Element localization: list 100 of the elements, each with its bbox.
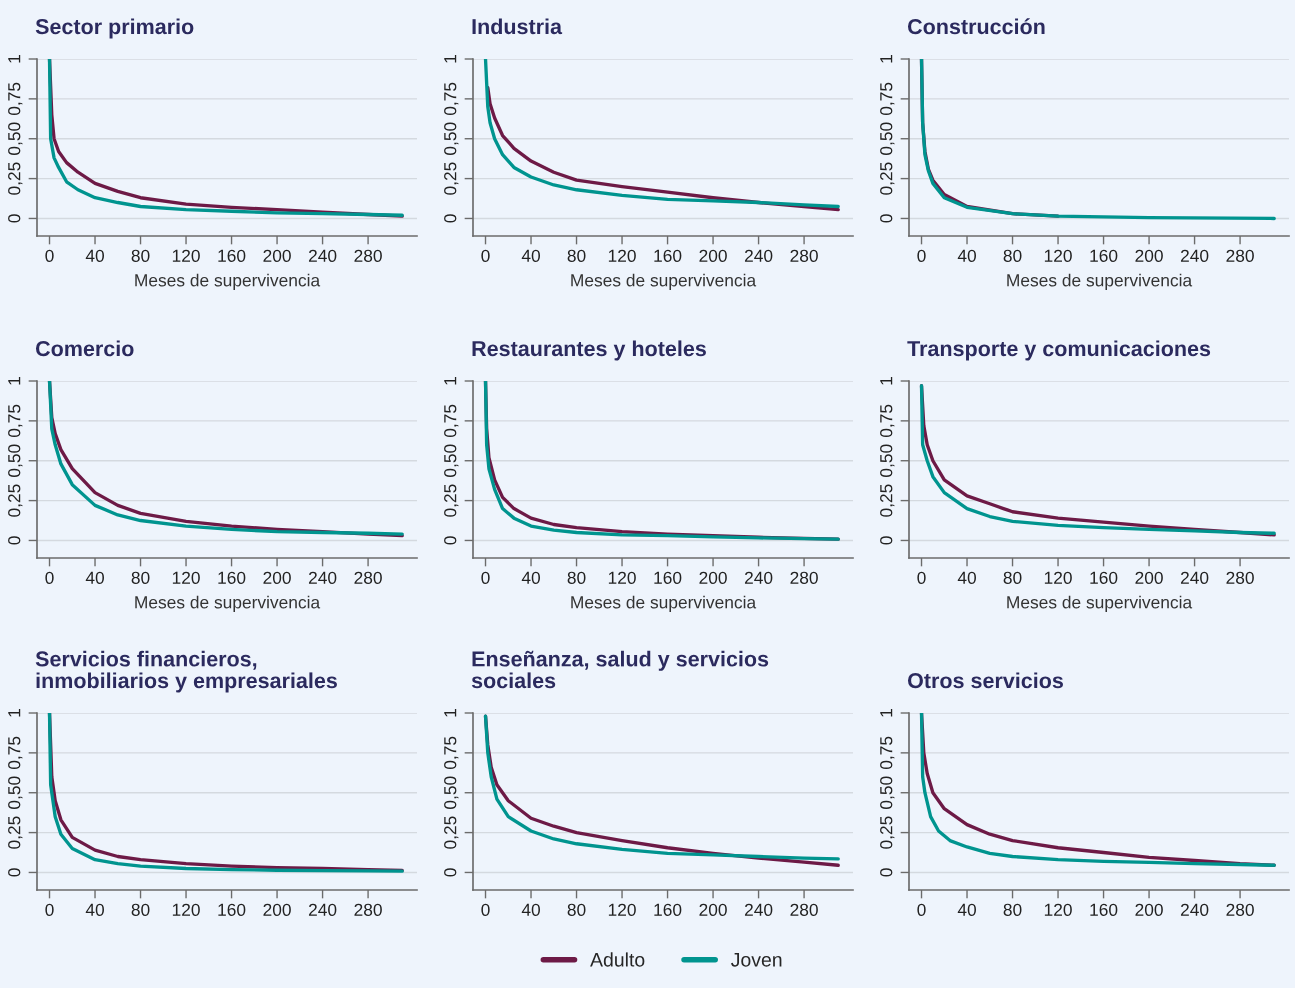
y-tick-label: 0,25 [880,484,895,517]
x-tick-label: 280 [354,571,382,584]
x-tick-label: 40 [521,903,540,916]
x-tick-label: 160 [654,249,682,262]
chart-title: Sector primario [35,18,194,39]
y-tick-label: 1 [8,709,21,717]
y-tick-label: 1 [444,55,457,63]
chart-title: Enseñanza, salud y servicios sociales [471,650,769,689]
x-tick-label: 120 [172,903,200,916]
y-tick-label: 0,75 [880,404,895,438]
x-axis-title: Meses de supervivencia [135,273,321,290]
x-tick-label: 120 [608,571,636,584]
y-tick-label: 0,75 [880,82,895,116]
y-tick-label: 1 [880,709,893,717]
y-tick-label: 0,75 [444,82,459,116]
x-tick-label: 0 [917,571,926,584]
y-tick-label: 1 [444,709,457,717]
x-tick-label: 80 [131,571,150,584]
legend-label: Joven [731,953,782,967]
y-tick-label: 0 [8,868,21,877]
y-tick-label: 0,50 [8,444,23,477]
x-tick-label: 240 [308,571,337,584]
x-tick-label: 200 [263,903,291,916]
y-tick-label: 1 [8,55,21,63]
y-tick-label: 0,50 [444,122,459,155]
x-axis-title: Meses de supervivencia [135,595,321,612]
x-tick-label: 240 [308,249,337,262]
y-tick-label: 0,50 [8,776,23,809]
x-tick-label: 160 [654,903,682,916]
y-tick-label: 0 [444,214,457,223]
x-tick-label: 160 [218,571,246,584]
y-tick-label: 1 [8,377,21,385]
x-tick-label: 0 [917,249,926,262]
x-tick-label: 40 [85,249,104,262]
y-tick-label: 1 [880,55,893,63]
chart-title: Transporte y comunicaciones [907,340,1211,361]
x-tick-label: 200 [699,903,727,916]
x-tick-label: 0 [481,249,490,262]
x-tick-label: 0 [481,903,490,916]
y-tick-label: 0,25 [444,162,459,195]
x-tick-label: 40 [957,903,976,916]
x-tick-label: 0 [45,903,54,916]
x-tick-label: 120 [172,249,200,262]
x-tick-label: 80 [567,571,586,584]
x-tick-label: 120 [1044,571,1072,584]
x-tick-label: 80 [1003,571,1022,584]
x-tick-label: 80 [567,903,586,916]
x-tick-label: 240 [1180,249,1209,262]
y-tick-label: 0,25 [8,816,23,849]
x-tick-label: 280 [1226,249,1254,262]
chart-title: Construcción [907,18,1045,35]
x-tick-label: 280 [1226,903,1254,916]
y-tick-label: 0 [8,214,21,223]
y-tick-label: 0,50 [444,776,459,809]
y-tick-label: 0 [880,214,893,223]
x-tick-label: 160 [654,571,682,584]
x-tick-label: 40 [957,571,976,584]
x-axis-title: Meses de supervivencia [571,273,757,290]
x-tick-label: 280 [354,249,382,262]
x-tick-label: 40 [85,903,104,916]
x-tick-label: 160 [218,249,246,262]
y-tick-label: 0,75 [8,82,23,116]
y-tick-label: 0 [8,536,21,545]
y-tick-label: 0,75 [444,736,459,770]
y-tick-label: 0,25 [8,162,23,195]
x-tick-label: 280 [790,249,818,262]
x-tick-label: 120 [608,249,636,262]
x-tick-label: 80 [1003,249,1022,262]
x-tick-label: 80 [131,903,150,916]
x-tick-label: 120 [172,571,200,584]
y-tick-label: 0,25 [880,162,895,195]
x-tick-label: 200 [263,249,291,262]
y-tick-label: 0,25 [444,484,459,517]
chart-title: Comercio [35,340,134,357]
chart-title: Servicios financieros, inmobiliarios y empresariales [35,650,337,693]
x-tick-label: 0 [45,571,54,584]
x-tick-label: 280 [790,903,818,916]
x-axis-title: Meses de supervivencia [1007,273,1193,290]
x-tick-label: 120 [1044,249,1072,262]
legend-label: Adulto [590,952,645,967]
x-tick-label: 40 [521,249,540,262]
y-tick-label: 0,50 [8,122,23,155]
y-tick-label: 0,25 [880,816,895,849]
x-tick-label: 80 [567,249,586,262]
y-tick-label: 0,75 [8,736,23,770]
y-tick-label: 0,50 [880,444,895,477]
y-tick-label: 0 [880,868,893,877]
chart-title: Industria [472,18,563,35]
x-tick-label: 200 [699,249,727,262]
x-tick-label: 40 [85,571,104,584]
y-tick-label: 0,50 [880,776,895,809]
x-tick-label: 0 [481,571,490,584]
x-tick-label: 240 [744,571,773,584]
y-tick-label: 0 [880,536,893,545]
x-tick-label: 160 [1090,903,1118,916]
x-tick-label: 80 [1003,903,1022,916]
x-tick-label: 40 [957,249,976,262]
x-tick-label: 200 [1135,249,1163,262]
x-tick-label: 160 [1090,249,1118,262]
y-tick-label: 0,75 [444,404,459,438]
